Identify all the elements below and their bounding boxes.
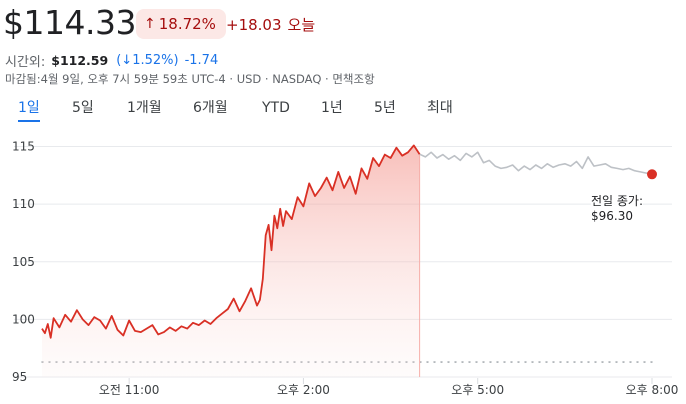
x-tick-label: 오후 5:00 xyxy=(451,383,504,397)
change-period-label: 오늘 xyxy=(287,16,316,34)
change-percent-badge: ↑ 18.72% xyxy=(136,9,226,39)
after-hours-line xyxy=(419,151,653,176)
y-tick-label: 95 xyxy=(12,370,27,384)
after-hours-percent-value: 1.52% xyxy=(132,53,174,68)
previous-close-value: $96.30 xyxy=(591,209,633,223)
after-hours-row: 시간외: $112.59 (↓1.52%) -1.74 xyxy=(5,51,218,70)
tab-6m[interactable]: 6개월 xyxy=(193,100,228,116)
market-status-line: 마감됨:4월 9일, 오후 7시 59분 59초 UTC-4 · USD · N… xyxy=(5,72,375,86)
regular-session-line xyxy=(41,144,421,339)
tab-1m[interactable]: 1개월 xyxy=(127,100,162,116)
last-price-dot xyxy=(647,169,657,180)
tab-ytd[interactable]: YTD xyxy=(262,100,290,116)
quote-price: $114.33 xyxy=(3,3,136,42)
x-tick-label: 오후 2:00 xyxy=(277,383,330,397)
x-tick-label: 오후 8:00 xyxy=(626,383,679,397)
up-arrow-icon: ↑ xyxy=(144,16,156,32)
tab-1d[interactable]: 1일 xyxy=(18,96,40,122)
after-hours-price: $112.59 xyxy=(51,53,109,68)
y-tick-label: 110 xyxy=(12,197,35,211)
price-chart-svg[interactable]: 오전 11:00 오후 2:00 오후 5:00 오후 8:00 115 110 105 1… xyxy=(0,127,686,404)
change-absolute: +18.03 오늘 xyxy=(226,14,315,35)
down-arrow-icon: ↓ xyxy=(121,53,133,68)
regular-session-area xyxy=(42,145,420,377)
tab-max[interactable]: 최대 xyxy=(427,100,453,116)
previous-close-title: 전일 종가: xyxy=(591,194,644,208)
price-chart[interactable]: 오전 11:00 오후 2:00 오후 5:00 오후 8:00 115 110 105 1… xyxy=(0,127,686,404)
change-absolute-value: +18.03 xyxy=(226,16,282,34)
y-tick-label: 115 xyxy=(12,140,35,154)
tab-5y[interactable]: 5년 xyxy=(374,100,396,116)
after-hours-change: -1.74 xyxy=(184,53,219,68)
x-tick-label: 오전 11:00 xyxy=(99,383,159,397)
tab-1y[interactable]: 1년 xyxy=(321,100,343,116)
after-hours-label: 시간외: xyxy=(5,55,46,70)
after-hours-percent: (↓1.52%) xyxy=(116,53,179,68)
tab-5d[interactable]: 5일 xyxy=(72,100,94,116)
previous-close-label: 전일 종가: $96.30 xyxy=(591,194,644,224)
range-tabs: 1일 5일 1개월 6개월 YTD 1년 5년 최대 xyxy=(0,96,686,126)
change-percent-value: 18.72% xyxy=(158,15,216,33)
y-tick-label: 105 xyxy=(12,255,35,269)
y-tick-label: 100 xyxy=(12,312,35,326)
